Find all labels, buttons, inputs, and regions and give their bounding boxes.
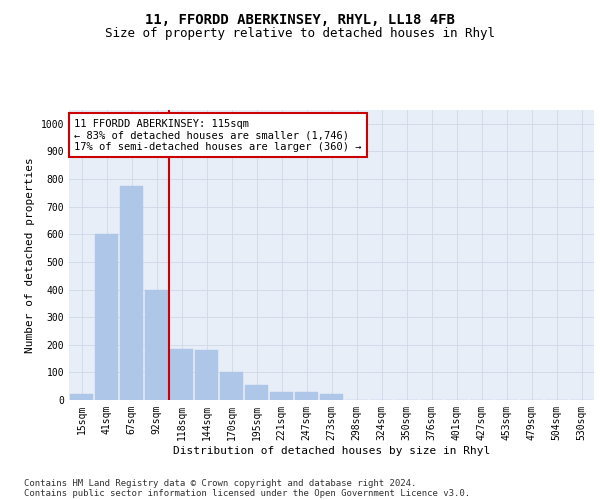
Text: 11, FFORDD ABERKINSEY, RHYL, LL18 4FB: 11, FFORDD ABERKINSEY, RHYL, LL18 4FB [145,12,455,26]
Bar [295,392,319,400]
Bar [119,186,143,400]
Text: Size of property relative to detached houses in Rhyl: Size of property relative to detached ho… [105,28,495,40]
Bar [245,385,268,400]
Text: Contains HM Land Registry data © Crown copyright and database right 2024.: Contains HM Land Registry data © Crown c… [24,478,416,488]
Bar [269,392,293,400]
Bar [220,372,244,400]
Bar [194,350,218,400]
Y-axis label: Number of detached properties: Number of detached properties [25,157,35,353]
Bar [70,394,94,400]
Text: 11 FFORDD ABERKINSEY: 115sqm
← 83% of detached houses are smaller (1,746)
17% of: 11 FFORDD ABERKINSEY: 115sqm ← 83% of de… [74,118,362,152]
Bar [320,394,343,400]
Bar [145,290,169,400]
Bar [95,234,118,400]
Bar [170,349,193,400]
Text: Contains public sector information licensed under the Open Government Licence v3: Contains public sector information licen… [24,488,470,498]
X-axis label: Distribution of detached houses by size in Rhyl: Distribution of detached houses by size … [173,446,490,456]
